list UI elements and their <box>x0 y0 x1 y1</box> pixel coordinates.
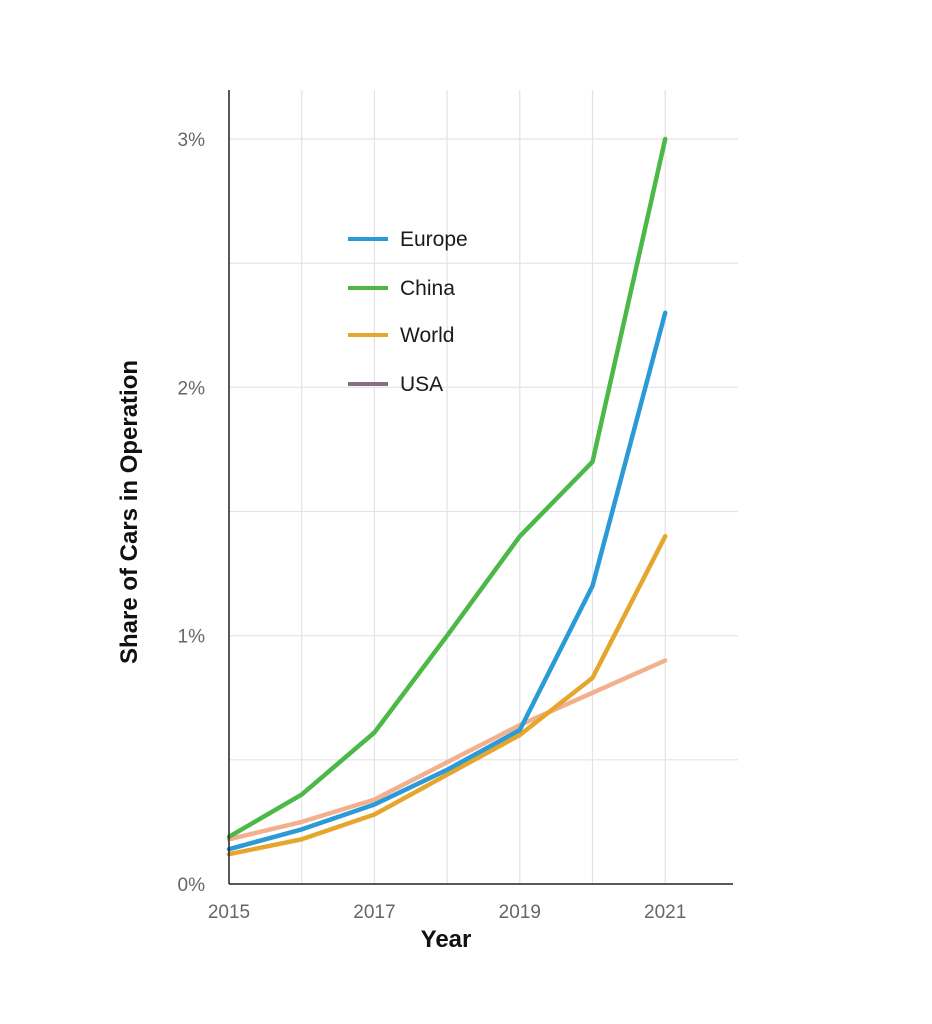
series-line-europe <box>226 310 668 852</box>
legend-item-china: China <box>348 277 455 300</box>
series-line-usa <box>226 658 668 842</box>
y-tick-label: 0% <box>178 875 206 896</box>
legend-label: World <box>400 324 454 347</box>
x-axis-title: Year <box>421 926 472 953</box>
series-lines <box>226 136 668 857</box>
x-tick-label: 2021 <box>644 902 686 923</box>
tick-labels: 0% 1% 2% 3% 2015 2017 2019 2021 <box>178 130 687 923</box>
legend-item-world: World <box>348 324 454 347</box>
x-tick-label: 2017 <box>353 902 395 923</box>
series-line-china <box>226 136 668 840</box>
x-tick-label: 2015 <box>208 902 250 923</box>
y-axis-title: Share of Cars in Operation <box>116 360 143 664</box>
axes <box>228 90 733 885</box>
x-tick-label: 2019 <box>499 902 541 923</box>
y-tick-label: 2% <box>178 378 206 399</box>
legend: Europe China World USA <box>348 228 468 396</box>
y-tick-label: 3% <box>178 130 206 151</box>
legend-item-usa: USA <box>348 373 443 396</box>
legend-label: Europe <box>400 228 468 251</box>
grid <box>229 90 738 884</box>
y-tick-label: 1% <box>178 627 206 648</box>
legend-item-europe: Europe <box>348 228 468 251</box>
series-line-world <box>226 534 668 857</box>
legend-label: USA <box>400 373 443 396</box>
legend-label: China <box>400 277 455 300</box>
